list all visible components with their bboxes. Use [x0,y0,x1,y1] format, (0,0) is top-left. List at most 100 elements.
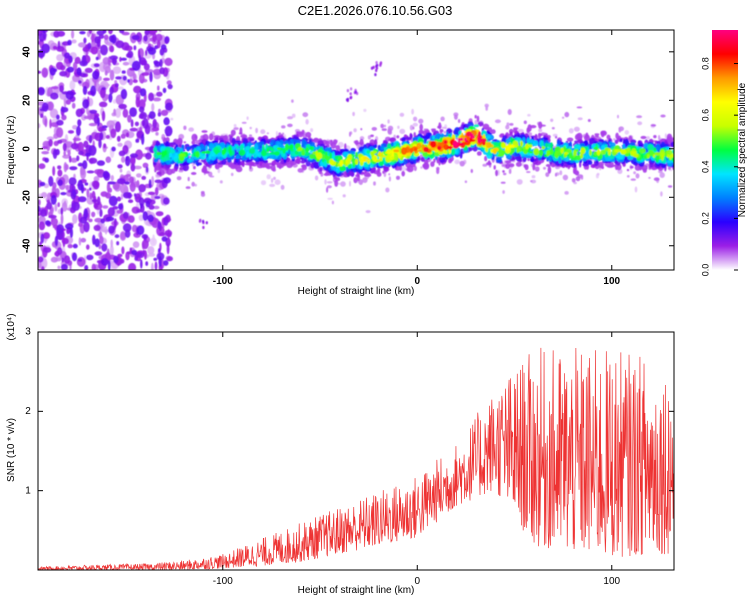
spectrogram-cell [360,128,363,131]
spectrogram-cell [366,157,371,165]
spectrogram-cell [48,138,53,147]
spectrogram-cell [76,67,82,76]
spectrogram-cell [399,112,405,117]
spectrogram-cell [538,121,543,129]
spectrogram-cell [417,149,422,153]
spectrogram-cell [636,115,643,119]
spectrogram-cell [68,177,77,186]
spectrogram-cell [236,145,240,149]
spectrogram-cell [44,118,48,128]
spectrogram-cell [516,179,523,185]
spectrogram-cell [280,184,285,190]
spectrogram-cell [551,127,555,130]
spectrogram-cell [161,236,168,242]
spectrogram-cell [422,152,429,157]
spectrogram-cell [193,165,196,170]
spectrogram-cell [384,124,386,128]
spectrogram-xlabel: Height of straight line (km) [298,286,415,297]
colorbar: 0.0 0.2 0.4 0.6 0.8 Normalized spectral ampl… [700,30,748,276]
spectrogram-cell [430,140,437,148]
spectrogram-cell [495,169,499,177]
spectrogram-cell [141,234,149,239]
spectrogram-cell [554,172,558,177]
spectrogram-cell [43,246,52,253]
spectrogram-cell [132,79,138,83]
spectrogram-cell [176,176,182,181]
spectrogram-cell [464,137,467,142]
spectrogram-cell [597,148,600,156]
snr-series-line [38,347,674,570]
spectrogram-cell [116,135,121,142]
spectrogram-cell [78,222,83,227]
spectrogram-cell [505,124,510,130]
snr-ytick-label: 3 [25,327,31,338]
spectrogram-cell [650,124,657,127]
spectrogram-cell [239,144,244,151]
snr-xtick-label: 0 [414,576,420,587]
spectrogram-cell [556,144,559,147]
spectrogram-cell [133,45,137,51]
spectrogram-cell [44,220,51,226]
spectrogram-cell [129,107,138,117]
spectrogram-cell [114,83,119,88]
spectrogram-cell [134,121,139,127]
spectrogram-cell [614,155,621,158]
spectrogram-cell [57,247,63,256]
spectrogram-cell [508,168,512,174]
spectrogram-cell [381,128,387,131]
spectrogram-cell [246,116,249,120]
spectrogram-cell [108,93,113,103]
spectrogram-ytick-label: 20 [22,94,33,106]
spectrogram-cell [274,151,280,156]
spectrogram-cell [195,150,200,158]
spectrogram-cell [257,151,262,158]
spectrogram-cell [159,48,165,56]
spectrogram-cell [78,80,82,84]
spectrogram-cell [88,145,97,156]
spectrogram-cell [80,183,85,194]
spectrogram-cell [48,176,54,187]
spectrogram-cell [382,170,385,174]
spectrogram-cell [585,132,589,139]
spectrogram-cell [153,205,160,210]
spectrogram-cell [186,158,192,164]
spectrogram-cell [509,131,513,136]
spectrogram-cell [139,111,148,120]
spectrogram-cell [589,149,592,156]
spectrogram-cell [166,256,173,262]
spectrogram-cell [38,261,42,269]
spectrogram-cell [274,179,281,185]
spectrogram-cell [99,209,103,217]
spectrogram-cell [40,208,47,217]
spectrogram-cell [183,125,187,130]
spectrogram-cell [282,147,287,154]
spectrogram-cell [381,151,384,156]
spectrogram-cell [353,128,357,133]
spectrogram-cell [554,135,558,139]
spectrogram-cell [83,208,89,220]
spectrogram-cell [77,141,84,153]
spectrogram-cell [147,214,154,223]
spectrogram-cell [347,165,352,169]
spectrogram-cell [60,106,69,113]
spectrogram-cell [339,159,344,167]
spectrogram-cell [538,133,543,137]
spectrogram-cell [75,108,84,118]
spectrogram-cell [516,137,522,143]
spectrogram-cell [301,148,306,156]
spectrogram-cell [195,140,200,145]
spectrogram-cell [300,160,306,164]
spectrogram-cell [358,142,364,145]
spectrogram-cell [332,139,338,145]
spectrogram-cell [329,152,333,159]
spectrogram-cell [64,164,69,171]
spectrogram-cell [102,205,109,209]
spectrogram-cell [443,150,448,155]
colorbar-tick-label: 0.4 [700,161,710,174]
spectrogram-cell [71,201,80,211]
spectrogram-cell [418,129,424,135]
spectrogram-cell [305,131,312,138]
spectrogram-cell [114,121,121,133]
spectrogram-cell [103,143,107,149]
spectrogram-cell [476,115,480,123]
